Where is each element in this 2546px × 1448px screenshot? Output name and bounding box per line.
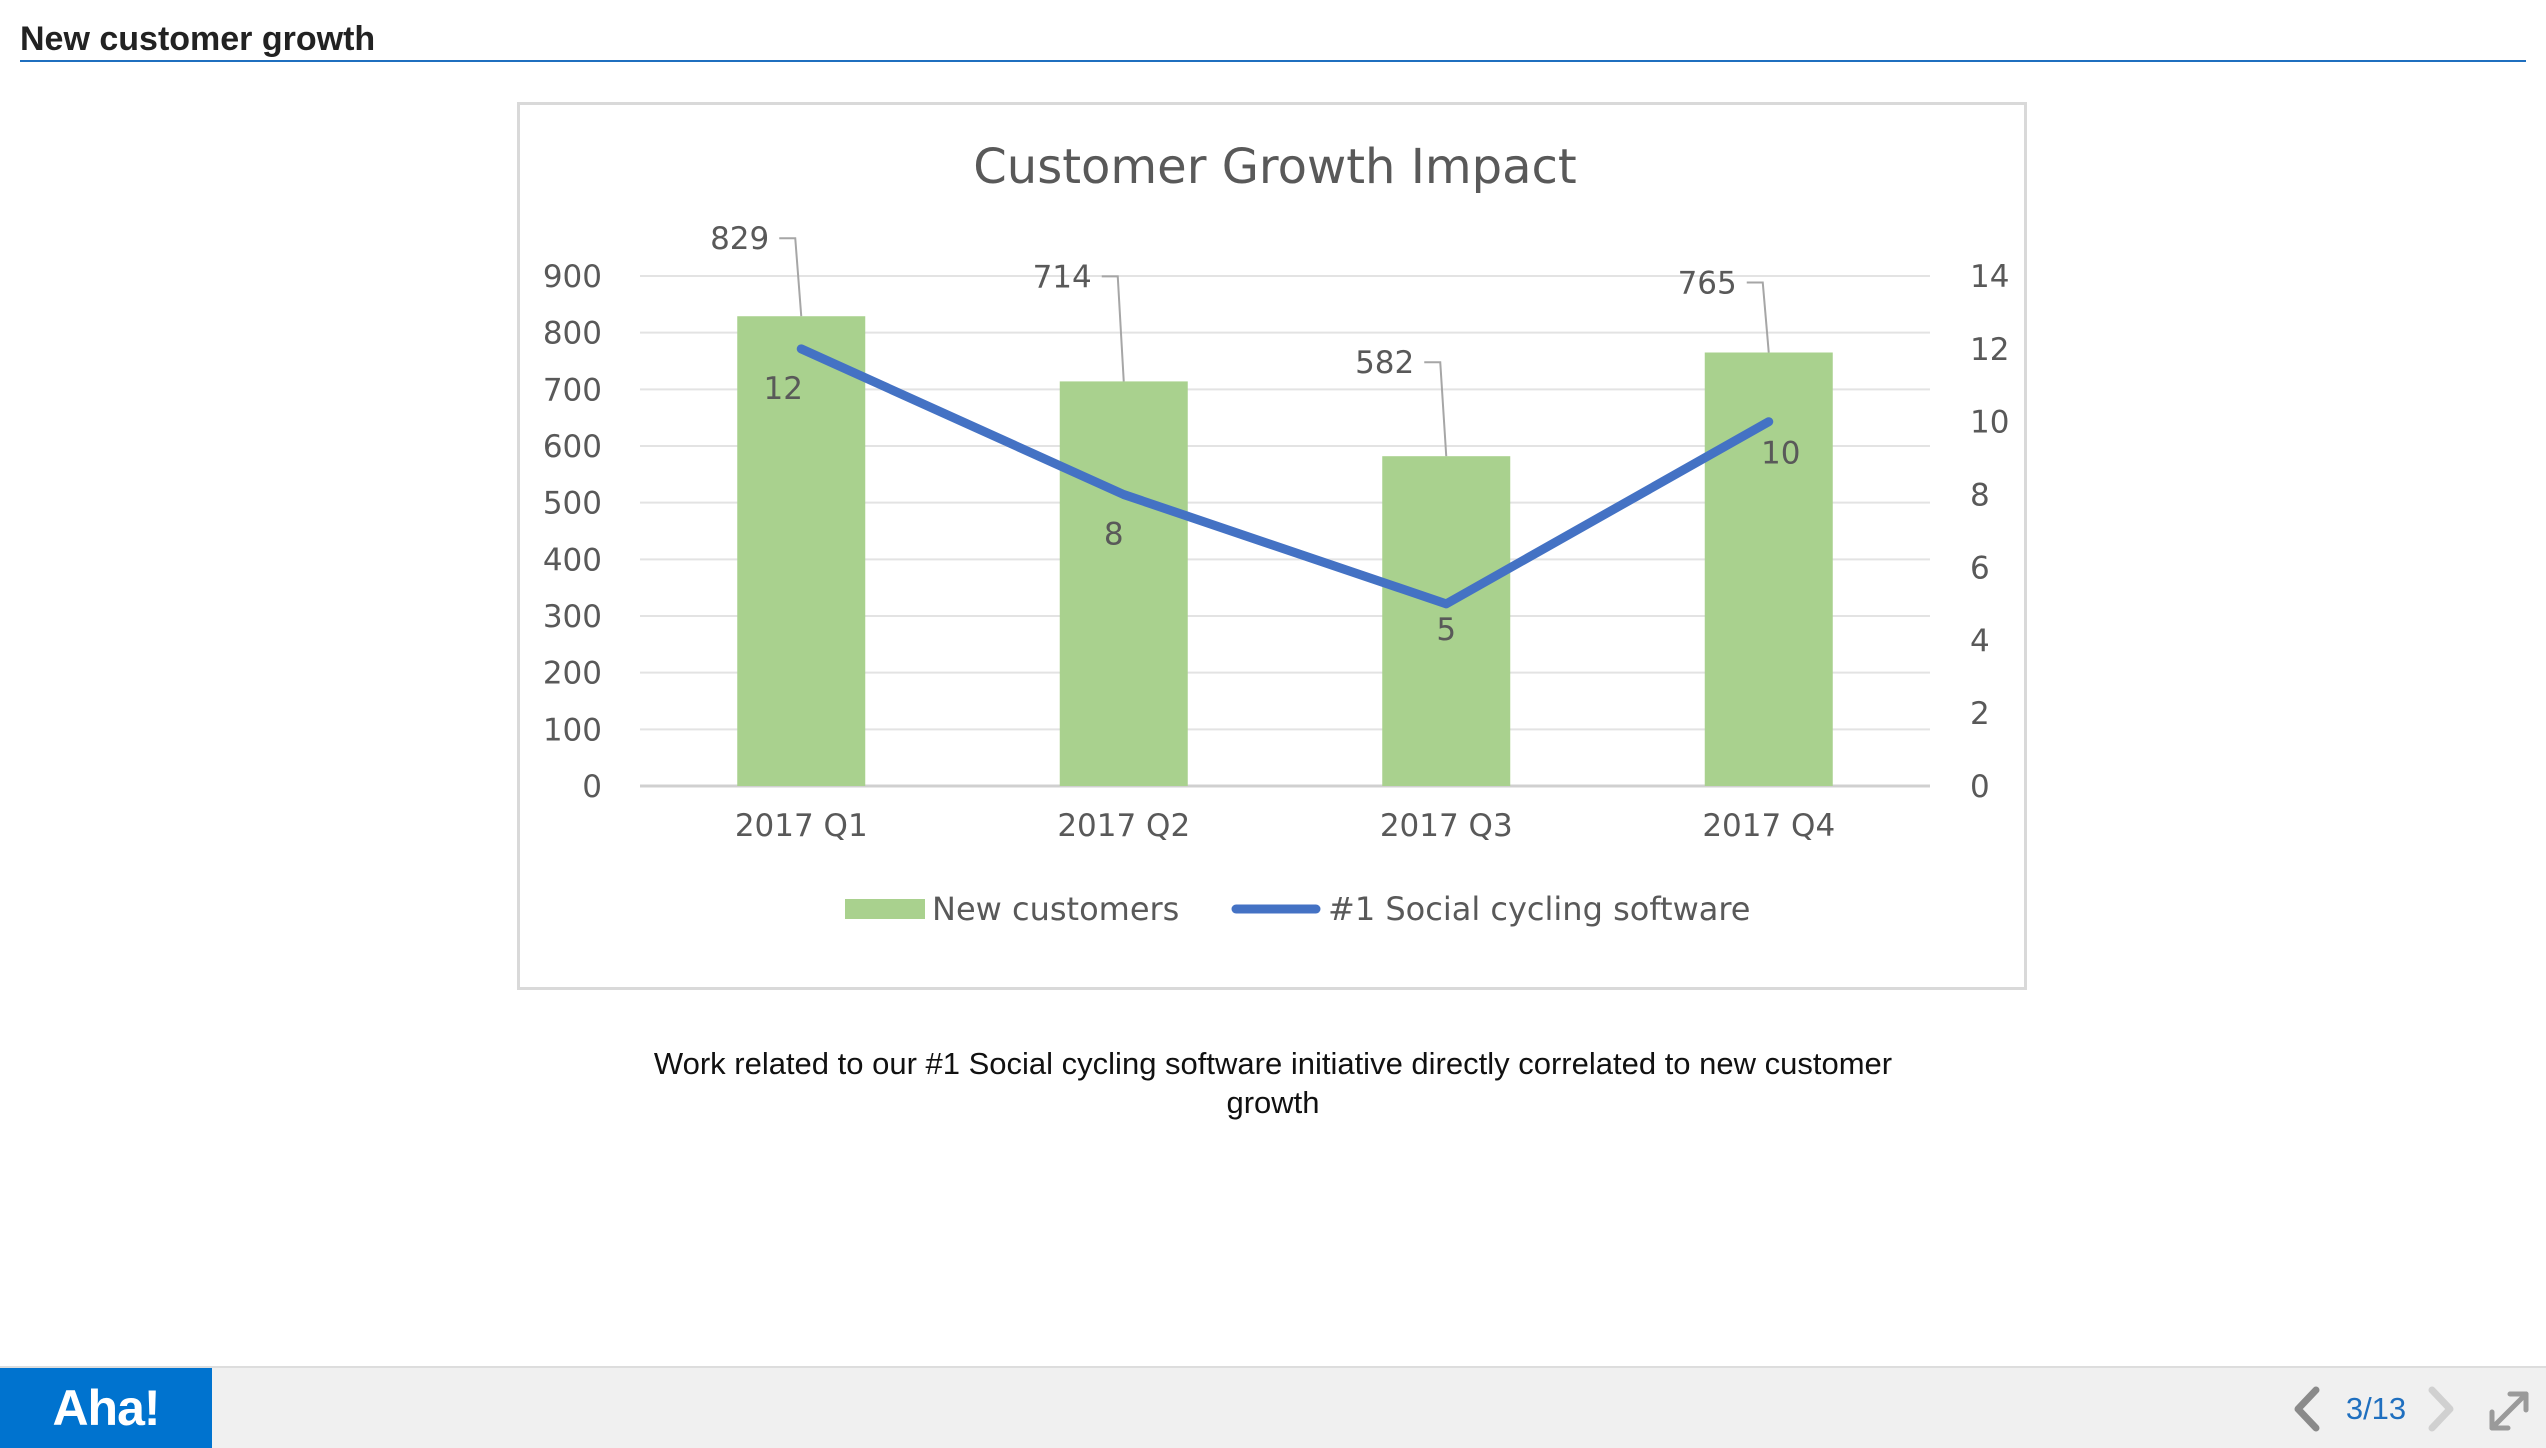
y-right-tick-label: 8: [1970, 478, 1990, 514]
y-right-tick-label: 14: [1970, 259, 2009, 295]
chevron-right-icon[interactable]: [2420, 1386, 2460, 1432]
y-left-tick-label: 300: [543, 599, 602, 635]
legend-label-new-customers: New customers: [932, 890, 1179, 928]
chevron-left-icon[interactable]: [2288, 1386, 2328, 1432]
presentation-footer: Aha! 3/13: [0, 1366, 2546, 1448]
page-title: New customer growth: [20, 20, 375, 59]
line-data-label: 12: [764, 371, 803, 407]
bar-data-label: 714: [1033, 259, 1092, 295]
y-left-tick-label: 400: [543, 542, 602, 578]
data-label-leader-line: [1747, 283, 1769, 353]
line-data-label: 8: [1104, 517, 1124, 553]
chart-title: Customer Growth Impact: [973, 139, 1576, 195]
combo-chart: Customer Growth Impact 829 714 582 765 12 8 5 1…: [520, 105, 2024, 987]
bar-new-customers: [1060, 381, 1188, 786]
page-indicator: 3/13: [2334, 1388, 2418, 1430]
y-right-tick-label: 6: [1970, 550, 1990, 586]
data-label-leader-line: [1424, 362, 1446, 456]
y-right-tick-label: 10: [1970, 405, 2009, 441]
y-left-tick-label: 900: [543, 259, 602, 295]
data-label-leader-line: [1102, 276, 1124, 381]
line-social-cycling-software: [801, 349, 1769, 604]
y-right-tick-label: 0: [1970, 769, 1990, 805]
page-header: New customer growth: [20, 18, 2526, 62]
x-tick-label: 2017 Q3: [1380, 808, 1513, 844]
y-left-tick-label: 800: [543, 316, 602, 352]
y-left-tick-label: 700: [543, 372, 602, 408]
y-left-tick-label: 500: [543, 486, 602, 522]
y-right-tick-label: 12: [1970, 332, 2009, 368]
y-left-tick-label: 200: [543, 656, 602, 692]
x-tick-label: 2017 Q4: [1702, 808, 1835, 844]
data-label-leader-line: [779, 238, 801, 316]
bar-data-label: 765: [1678, 266, 1737, 302]
line-data-label: 5: [1436, 612, 1456, 648]
line-data-label: 10: [1761, 436, 1800, 472]
x-tick-label: 2017 Q1: [735, 808, 868, 844]
expand-icon[interactable]: [2484, 1386, 2534, 1436]
y-left-tick-label: 100: [543, 712, 602, 748]
y-right-tick-label: 4: [1970, 623, 1990, 659]
bar-data-label: 829: [710, 221, 769, 257]
chart-caption: Work related to our #1 Social cycling so…: [640, 1044, 1906, 1122]
legend-swatch-new-customers: [845, 899, 925, 919]
legend-label-social-cycling: #1 Social cycling software: [1328, 890, 1750, 928]
y-right-tick-label: 2: [1970, 696, 1990, 732]
aha-logo: Aha!: [0, 1368, 212, 1448]
y-left-tick-label: 600: [543, 429, 602, 465]
x-tick-label: 2017 Q2: [1057, 808, 1190, 844]
y-left-tick-label: 0: [582, 769, 602, 805]
chart-container: Customer Growth Impact 829 714 582 765 12 8 5 1…: [517, 102, 2027, 990]
bar-data-label: 582: [1355, 345, 1414, 381]
